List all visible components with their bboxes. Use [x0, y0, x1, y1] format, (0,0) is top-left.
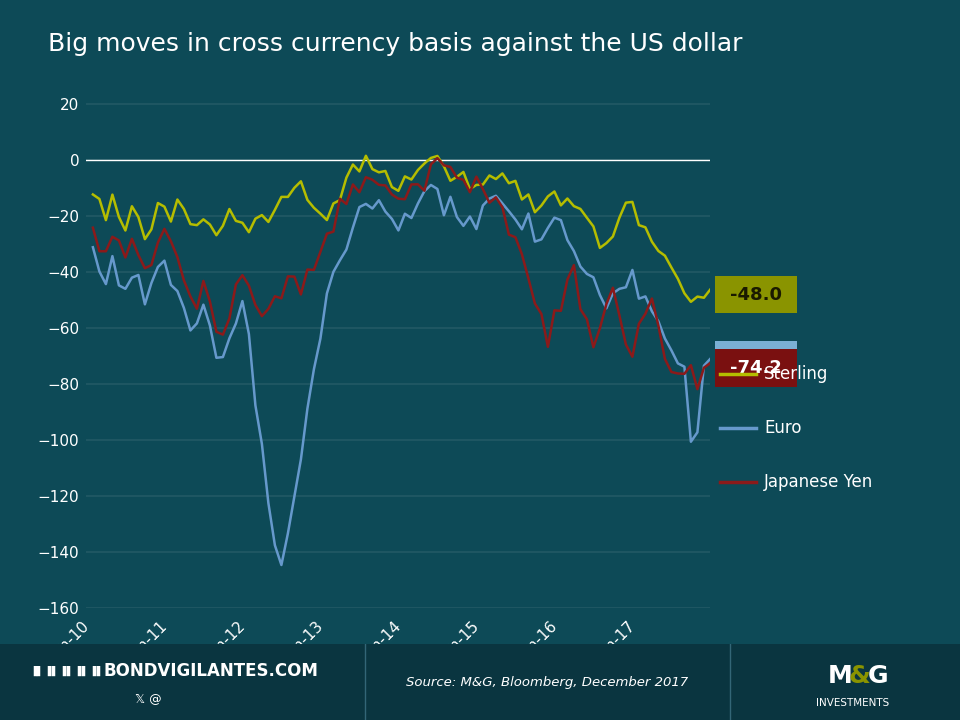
Text: &: & [849, 664, 870, 688]
Text: Source: M&G, Bloomberg, December 2017: Source: M&G, Bloomberg, December 2017 [406, 675, 688, 689]
Text: Big moves in cross currency basis against the US dollar: Big moves in cross currency basis agains… [48, 32, 742, 56]
Text: Japanese Yen: Japanese Yen [764, 474, 874, 492]
Text: BONDVIGILANTES.COM: BONDVIGILANTES.COM [104, 662, 319, 680]
Text: -48.0: -48.0 [730, 286, 782, 304]
Text: Sterling: Sterling [764, 366, 828, 383]
Text: ▐▌▐▌▐▌▐▌▐▌: ▐▌▐▌▐▌▐▌▐▌ [30, 666, 105, 676]
Text: INVESTMENTS: INVESTMENTS [816, 698, 889, 708]
Text: M: M [828, 664, 852, 688]
Text: Euro: Euro [764, 419, 802, 438]
Text: G: G [868, 664, 889, 688]
Text: -71.3: -71.3 [730, 351, 782, 369]
Text: 𝕏 @: 𝕏 @ [135, 693, 162, 706]
Text: -74.2: -74.2 [730, 359, 782, 377]
